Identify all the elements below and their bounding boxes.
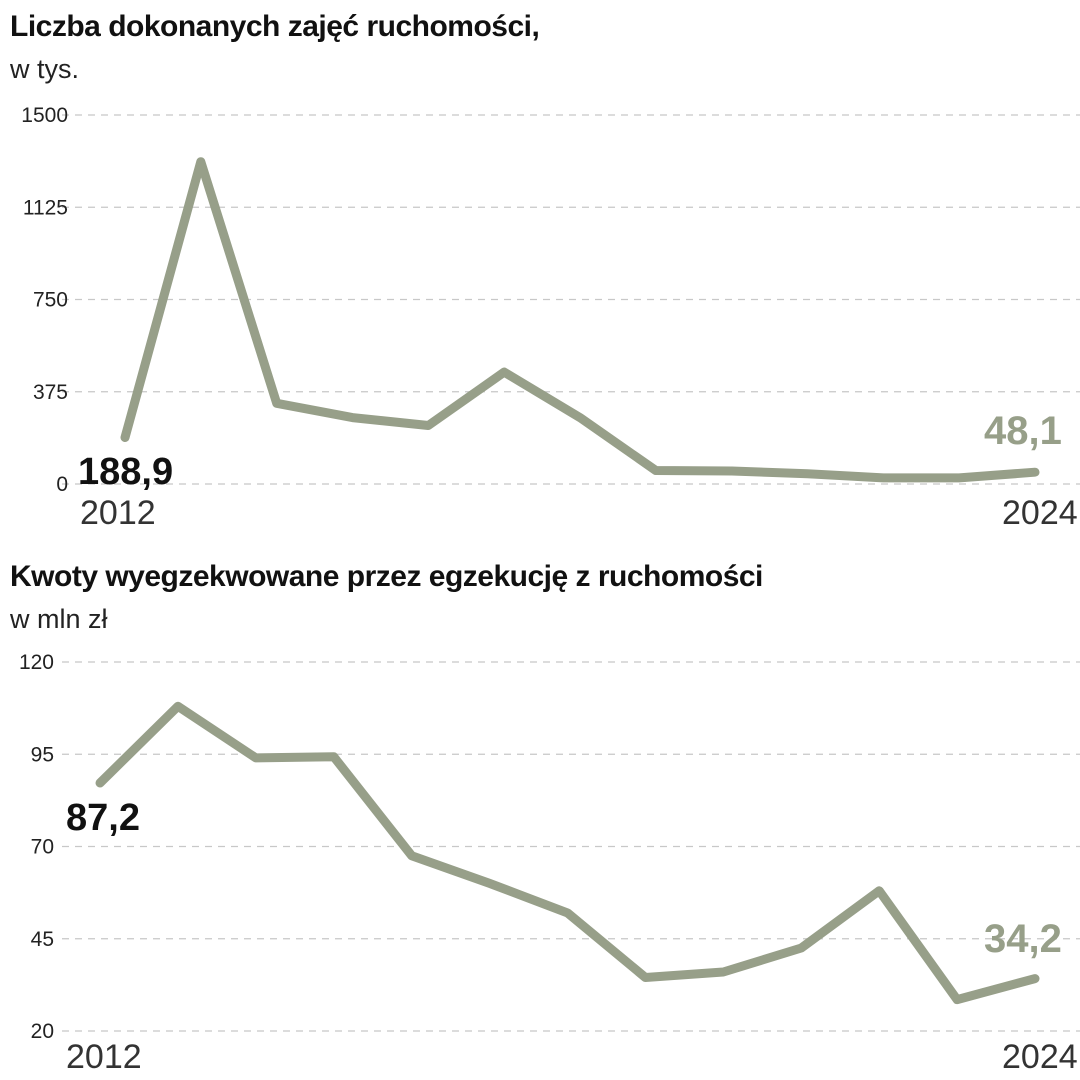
chart1-plot: 1500 1125 750 375 0 188,9 48,1 2012 2024 <box>21 104 1080 532</box>
chart2-start-value-label: 87,2 <box>66 797 140 839</box>
chart1-x-label-first: 2012 <box>80 494 156 532</box>
chart2-title: Kwoty wyegzekwowane przez egzekucję z ru… <box>10 560 763 593</box>
chart2-y-tick-label: 45 <box>31 928 54 951</box>
chart2-plot: 120 95 70 45 20 87,2 34,2 2012 2024 <box>19 651 1080 1076</box>
chart1-y-tick-label: 375 <box>33 381 68 404</box>
chart1-series-line <box>120 157 1040 483</box>
chart1-subtitle: w tys. <box>9 54 79 84</box>
chart2-subtitle: w mln zł <box>9 604 108 634</box>
chart1-start-value-label: 188,9 <box>78 451 173 493</box>
chart2-end-value-label: 34,2 <box>984 917 1062 961</box>
chart1-x-label-last: 2024 <box>1002 494 1078 532</box>
chart2-y-tick-label: 20 <box>31 1020 54 1043</box>
chart2-y-tick-label: 120 <box>19 651 54 674</box>
chart1-y-tick-label: 750 <box>33 289 68 312</box>
chart1-end-value-label: 48,1 <box>984 409 1062 453</box>
chart2-series-line <box>95 701 1040 1005</box>
chart2-y-tick-label: 70 <box>31 836 54 859</box>
chart1-y-tick-label: 1500 <box>21 104 68 127</box>
chart1-y-tick-label: 0 <box>56 473 68 496</box>
chart2-x-label-last: 2024 <box>1002 1038 1078 1076</box>
chart1-y-tick-label: 1125 <box>23 196 68 219</box>
chart1-title: Liczba dokonanych zajęć ruchomości, <box>10 10 539 43</box>
chart2-y-tick-label: 95 <box>31 743 54 766</box>
chart2-x-label-first: 2012 <box>66 1038 142 1076</box>
